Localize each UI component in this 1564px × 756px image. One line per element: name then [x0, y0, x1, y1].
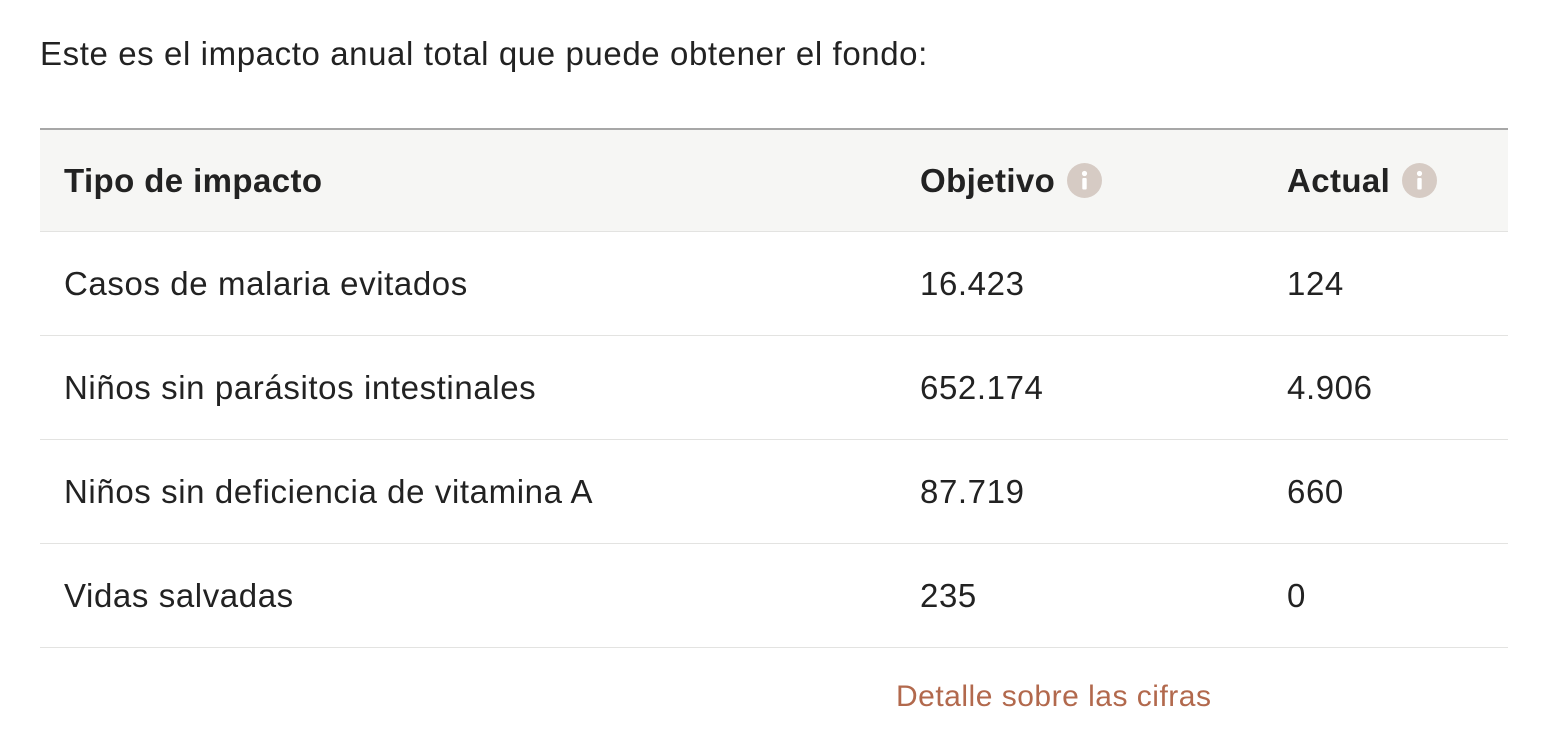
info-icon[interactable] [1067, 163, 1103, 198]
table-row: Niños sin deficiencia de vitamina A 87.7… [40, 440, 1508, 544]
target-value-cell: 87.719 [920, 472, 1025, 510]
detail-link[interactable]: Detalle sobre las cifras [896, 680, 1212, 713]
impact-table: Tipo de impacto Objetivo Actual Casos de… [40, 128, 1508, 648]
impact-type-cell: Niños sin parásitos intestinales [64, 368, 537, 406]
current-value-cell: 4.906 [1287, 368, 1373, 406]
table-header: Tipo de impacto Objetivo Actual [40, 128, 1508, 232]
info-icon[interactable] [1402, 163, 1438, 198]
impact-type-cell: Niños sin deficiencia de vitamina A [64, 472, 594, 510]
header-target: Objetivo [920, 130, 1103, 231]
target-value-cell: 652.174 [920, 368, 1044, 406]
current-value-cell: 124 [1287, 264, 1344, 302]
intro-text: Este es el impacto anual total que puede… [40, 35, 928, 72]
header-target-label: Objetivo [920, 161, 1056, 199]
header-type-label: Tipo de impacto [64, 161, 323, 199]
header-current: Actual [1287, 130, 1438, 231]
impact-type-cell: Vidas salvadas [64, 576, 294, 614]
target-value-cell: 235 [920, 576, 977, 614]
impact-type-cell: Casos de malaria evitados [64, 264, 468, 302]
header-current-label: Actual [1287, 161, 1391, 199]
current-value-cell: 660 [1287, 472, 1344, 510]
header-type: Tipo de impacto [64, 130, 322, 231]
current-value-cell: 0 [1287, 576, 1306, 614]
table-row: Casos de malaria evitados 16.423 124 [40, 232, 1508, 336]
table-row: Niños sin parásitos intestinales 652.174… [40, 336, 1508, 440]
target-value-cell: 16.423 [920, 264, 1025, 302]
table-row: Vidas salvadas 235 0 [40, 544, 1508, 648]
